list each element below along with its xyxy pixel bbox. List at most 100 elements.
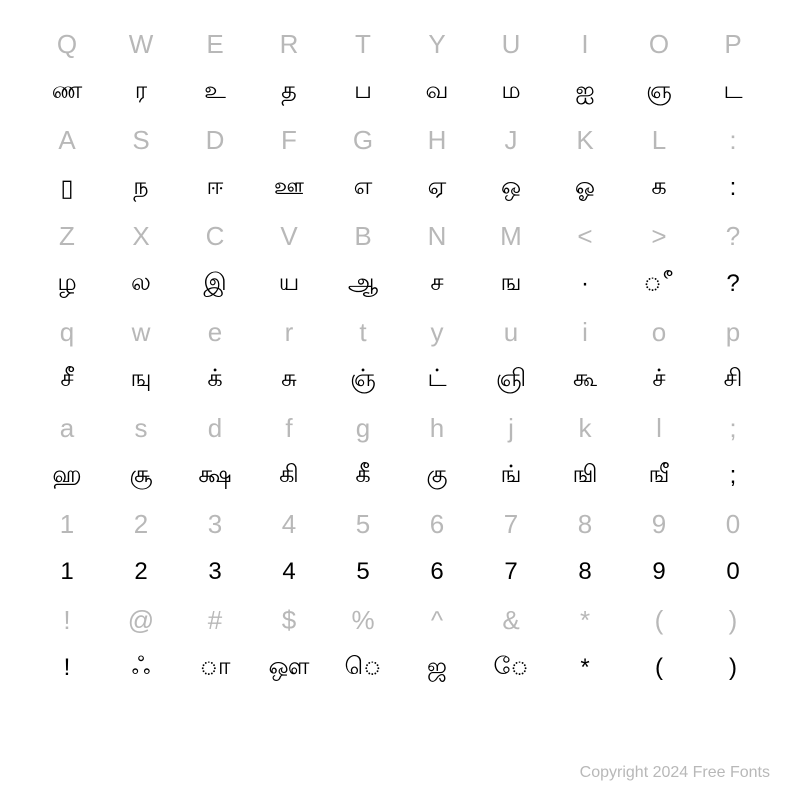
glyph-label: ஞி — [474, 356, 548, 404]
key-label: f — [252, 404, 326, 452]
glyph-label: கி — [252, 452, 326, 500]
key-label: D — [178, 116, 252, 164]
glyph-label: ா — [178, 644, 252, 692]
key-label: 0 — [696, 500, 770, 548]
glyph-label: ▯ — [30, 164, 104, 212]
glyph-label: கு — [400, 452, 474, 500]
glyph-label: வ — [400, 68, 474, 116]
glyph-label: சீ — [30, 356, 104, 404]
glyph-label: ங் — [474, 452, 548, 500]
key-label: 2 — [104, 500, 178, 548]
glyph-label: ; — [696, 452, 770, 500]
glyph-label: த — [252, 68, 326, 116]
glyph-label: ச — [400, 260, 474, 308]
key-label: # — [178, 596, 252, 644]
glyph-label: * — [548, 644, 622, 692]
glyph-label: ீ — [622, 260, 696, 308]
key-label: U — [474, 20, 548, 68]
key-label: ) — [696, 596, 770, 644]
glyph-label: ச் — [622, 356, 696, 404]
glyph-label: சு — [252, 356, 326, 404]
key-label: ^ — [400, 596, 474, 644]
glyph-label: சூ — [104, 452, 178, 500]
key-label: a — [30, 404, 104, 452]
glyph-label: ஓ — [548, 164, 622, 212]
glyph-label: க — [622, 164, 696, 212]
glyph-label: ஙி — [548, 452, 622, 500]
glyph-label: கூ — [548, 356, 622, 404]
key-label: C — [178, 212, 252, 260]
glyph-label: 1 — [30, 548, 104, 596]
key-label: A — [30, 116, 104, 164]
key-label: s — [104, 404, 178, 452]
glyph-label: ) — [696, 644, 770, 692]
glyph-label: 2 — [104, 548, 178, 596]
glyph-label: ல — [104, 260, 178, 308]
key-label: * — [548, 596, 622, 644]
key-label: ; — [696, 404, 770, 452]
key-label: y — [400, 308, 474, 356]
glyph-label: 6 — [400, 548, 474, 596]
glyph-label: உ — [178, 68, 252, 116]
key-label: V — [252, 212, 326, 260]
glyph-label: ? — [696, 260, 770, 308]
key-label: @ — [104, 596, 178, 644]
key-label: : — [696, 116, 770, 164]
key-label: W — [104, 20, 178, 68]
key-label: 4 — [252, 500, 326, 548]
key-label: g — [326, 404, 400, 452]
glyph-label: எ — [326, 164, 400, 212]
glyph-label: ர — [104, 68, 178, 116]
key-label: H — [400, 116, 474, 164]
key-label: l — [622, 404, 696, 452]
glyph-label: ஆ — [326, 260, 400, 308]
glyph-label: இ — [178, 260, 252, 308]
glyph-label: ெ — [326, 644, 400, 692]
key-label: B — [326, 212, 400, 260]
key-label: j — [474, 404, 548, 452]
key-label: d — [178, 404, 252, 452]
key-label: r — [252, 308, 326, 356]
glyph-label: ப — [326, 68, 400, 116]
key-label: K — [548, 116, 622, 164]
glyph-label: ங — [474, 260, 548, 308]
glyph-label: ! — [30, 644, 104, 692]
glyph-label: க்ஷ — [178, 452, 252, 500]
key-label: ! — [30, 596, 104, 644]
key-label: 6 — [400, 500, 474, 548]
key-label: F — [252, 116, 326, 164]
key-label: & — [474, 596, 548, 644]
key-label: S — [104, 116, 178, 164]
key-label: I — [548, 20, 622, 68]
glyph-label: ஙீ — [622, 452, 696, 500]
key-label: E — [178, 20, 252, 68]
key-label: Y — [400, 20, 474, 68]
key-label: 8 — [548, 500, 622, 548]
glyph-label: ஔ — [252, 644, 326, 692]
key-label: q — [30, 308, 104, 356]
glyph-label: ே — [474, 644, 548, 692]
key-label: k — [548, 404, 622, 452]
key-label: ( — [622, 596, 696, 644]
character-map-grid: QWERTYUIOPணரஉதபவமஐஞடASDFGHJKL:▯நஈஊஎஏஒஓக:… — [0, 0, 800, 692]
glyph-label: ஈ — [178, 164, 252, 212]
key-label: u — [474, 308, 548, 356]
key-label: Q — [30, 20, 104, 68]
key-label: < — [548, 212, 622, 260]
key-label: Z — [30, 212, 104, 260]
key-label: t — [326, 308, 400, 356]
glyph-label: ஞ — [622, 68, 696, 116]
glyph-label: ட் — [400, 356, 474, 404]
key-label: 5 — [326, 500, 400, 548]
key-label: ? — [696, 212, 770, 260]
glyph-label: 3 — [178, 548, 252, 596]
key-label: 7 — [474, 500, 548, 548]
glyph-label: ண — [30, 68, 104, 116]
glyph-label: ஹ — [30, 452, 104, 500]
key-label: J — [474, 116, 548, 164]
glyph-label: ஃ — [104, 644, 178, 692]
glyph-label: : — [696, 164, 770, 212]
glyph-label: ஒ — [474, 164, 548, 212]
glyph-label: ய — [252, 260, 326, 308]
glyph-label: 5 — [326, 548, 400, 596]
